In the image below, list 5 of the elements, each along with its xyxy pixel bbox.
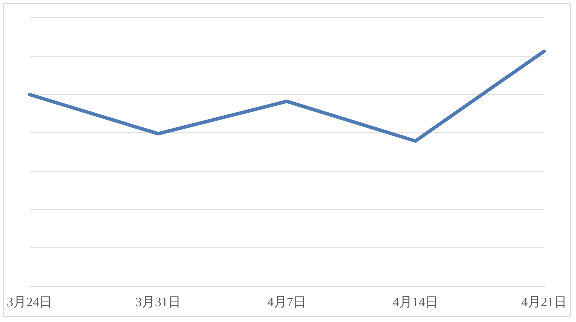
x-tick-label: 4月7日: [268, 294, 306, 310]
x-tick-label: 3月24日: [7, 294, 52, 310]
x-tick-label: 4月14日: [392, 294, 438, 310]
x-tick-label: 4月21日: [522, 294, 567, 310]
x-tick-label: 3月31日: [136, 294, 182, 310]
